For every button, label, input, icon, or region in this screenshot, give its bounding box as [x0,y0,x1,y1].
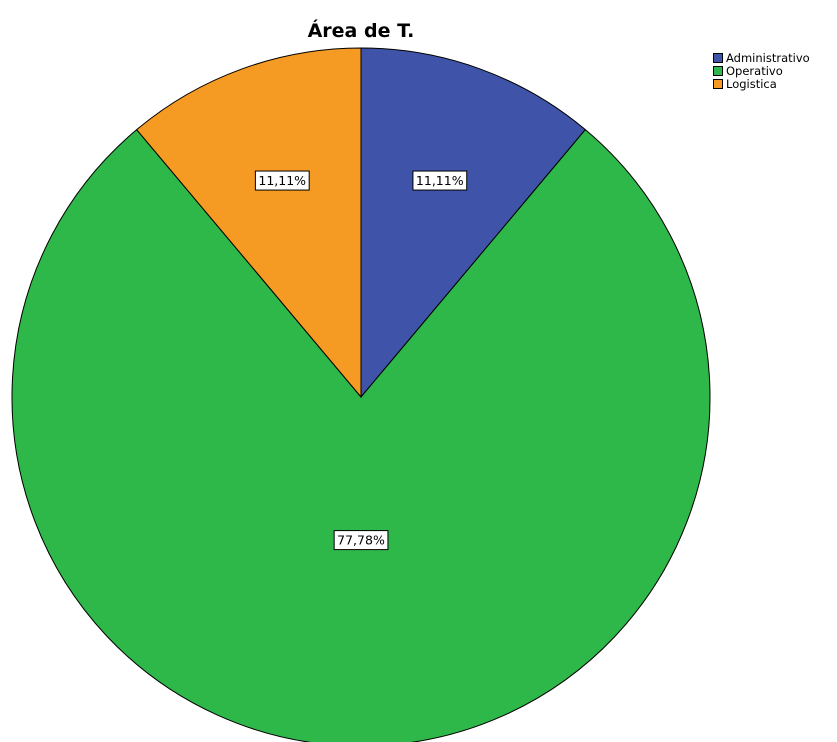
data-label-box [254,170,310,191]
data-label-text: 11,11% [258,173,306,188]
pie-slice-logistica [135,47,362,399]
pie-slice-administrativo [360,47,587,399]
pie-data-labels: 11,11% 77,78% 11,11% [254,170,468,551]
data-label-box [412,170,468,191]
data-label-administrativo: 11,11% [412,170,468,191]
legend: Administrativo Operativo Logistica [713,50,810,91]
data-label-box [333,530,389,551]
legend-swatch [713,65,723,76]
data-label-logistica: 11,11% [254,170,310,191]
legend-swatch [713,78,723,89]
data-label-operativo: 77,78% [333,530,389,551]
pie-slice-operativo [11,128,711,742]
legend-swatch [713,52,723,63]
legend-label: Operativo [726,63,783,78]
legend-item-administrativo: Administrativo [713,50,810,65]
pie-slices [11,47,711,742]
data-label-text: 77,78% [337,533,385,548]
chart-title: Área de T. [307,20,415,42]
data-label-text: 11,11% [416,173,464,188]
legend-label: Logistica [726,76,777,91]
legend-item-operativo: Operativo [713,63,810,78]
legend-label: Administrativo [726,50,810,65]
legend-item-logistica: Logistica [713,76,810,91]
